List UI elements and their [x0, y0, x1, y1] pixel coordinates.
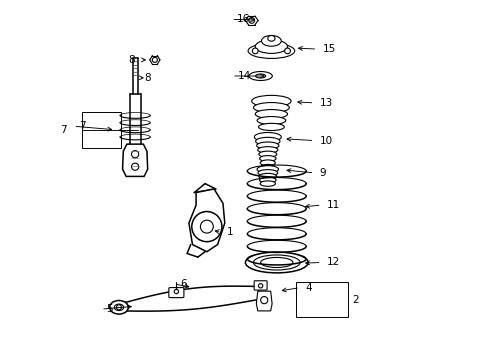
- Text: 12: 12: [326, 257, 340, 267]
- Ellipse shape: [258, 174, 276, 180]
- Text: 15: 15: [322, 44, 335, 54]
- Ellipse shape: [258, 170, 277, 176]
- Ellipse shape: [258, 151, 276, 157]
- Ellipse shape: [260, 165, 274, 170]
- Ellipse shape: [255, 74, 265, 78]
- Circle shape: [174, 289, 178, 294]
- Ellipse shape: [254, 132, 281, 141]
- Circle shape: [200, 220, 213, 233]
- Ellipse shape: [257, 147, 277, 153]
- Text: 10: 10: [319, 136, 332, 145]
- Text: 4: 4: [305, 283, 311, 293]
- Circle shape: [258, 284, 262, 288]
- Ellipse shape: [251, 95, 290, 107]
- Ellipse shape: [258, 123, 284, 131]
- Ellipse shape: [260, 181, 275, 186]
- Circle shape: [152, 57, 157, 62]
- FancyBboxPatch shape: [168, 288, 183, 298]
- Text: 1: 1: [226, 227, 233, 237]
- Text: 8: 8: [144, 73, 150, 83]
- Ellipse shape: [245, 252, 307, 273]
- Ellipse shape: [247, 43, 294, 58]
- Circle shape: [248, 18, 254, 23]
- Circle shape: [191, 212, 222, 242]
- Ellipse shape: [257, 117, 285, 125]
- Circle shape: [252, 48, 258, 54]
- Polygon shape: [121, 286, 258, 311]
- Ellipse shape: [253, 103, 289, 113]
- Text: 7: 7: [79, 121, 85, 131]
- Text: 8: 8: [128, 55, 135, 65]
- Circle shape: [284, 48, 290, 54]
- Text: 2: 2: [351, 295, 358, 305]
- Ellipse shape: [114, 304, 123, 311]
- Polygon shape: [188, 189, 224, 252]
- Ellipse shape: [261, 36, 281, 46]
- Ellipse shape: [109, 301, 128, 314]
- Circle shape: [131, 150, 139, 158]
- Ellipse shape: [255, 40, 287, 53]
- Text: 14: 14: [237, 71, 250, 81]
- Circle shape: [260, 297, 267, 304]
- Text: 16: 16: [236, 14, 249, 24]
- Circle shape: [116, 305, 121, 310]
- Text: 13: 13: [319, 98, 332, 108]
- Ellipse shape: [255, 109, 287, 118]
- Ellipse shape: [260, 257, 292, 267]
- Ellipse shape: [255, 137, 280, 145]
- Polygon shape: [122, 144, 147, 176]
- Ellipse shape: [256, 142, 278, 149]
- Ellipse shape: [259, 177, 276, 183]
- Text: 11: 11: [326, 200, 340, 210]
- FancyBboxPatch shape: [254, 281, 266, 290]
- Ellipse shape: [248, 72, 272, 81]
- Ellipse shape: [253, 255, 300, 270]
- Ellipse shape: [259, 156, 276, 161]
- Ellipse shape: [257, 166, 278, 173]
- Ellipse shape: [260, 160, 275, 166]
- Text: 6: 6: [180, 279, 186, 289]
- Text: 9: 9: [319, 168, 326, 178]
- Ellipse shape: [267, 36, 274, 41]
- Text: 7: 7: [60, 125, 67, 135]
- Text: 5: 5: [106, 304, 113, 314]
- Polygon shape: [256, 291, 271, 311]
- Circle shape: [131, 163, 139, 170]
